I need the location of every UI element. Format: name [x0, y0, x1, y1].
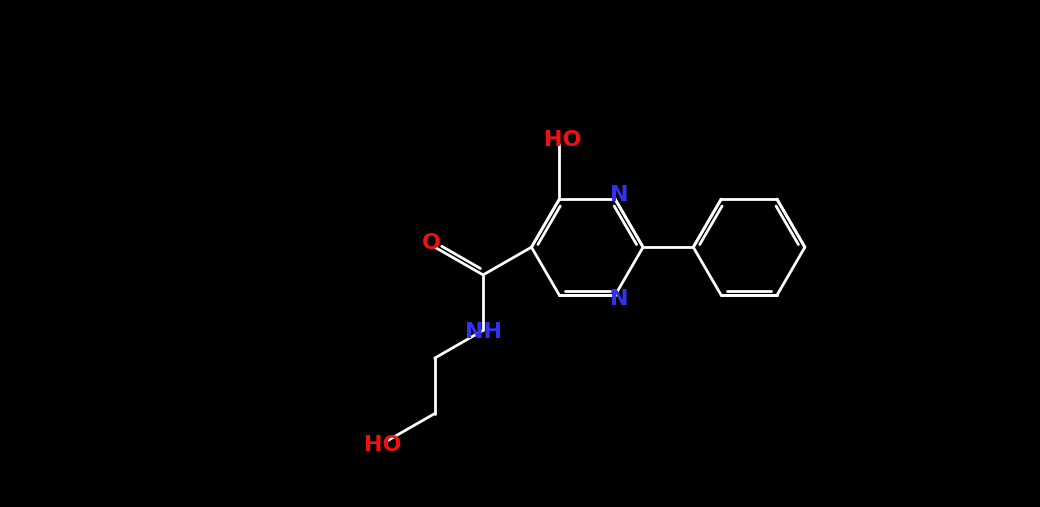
Text: NH: NH [465, 322, 501, 342]
Text: N: N [609, 186, 628, 205]
Text: O: O [421, 233, 440, 254]
Text: HO: HO [364, 435, 401, 455]
Text: HO: HO [545, 130, 582, 150]
Text: N: N [609, 289, 628, 309]
